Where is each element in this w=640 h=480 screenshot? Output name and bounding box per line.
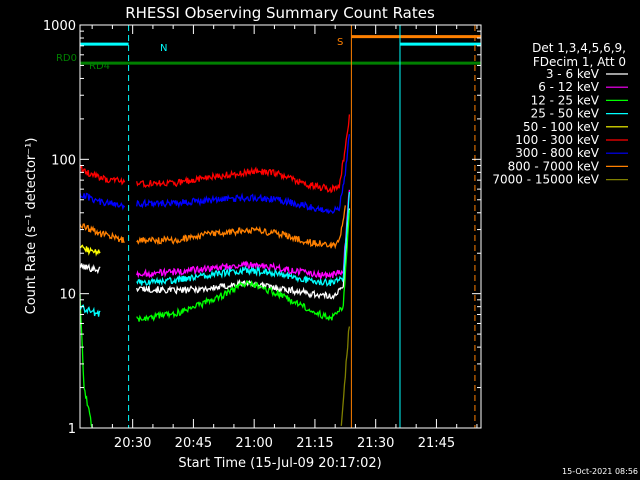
x-tick-label-21-00: 21:00 [235, 436, 272, 451]
legend-header-line: Det 1,3,4,5,6,9, [532, 41, 626, 55]
legend-label-7000-15000-kev: 7000 - 15000 keV [492, 173, 599, 187]
flag-bars [80, 35, 481, 65]
legend-label-12-25-kev: 12 - 25 keV [531, 93, 600, 107]
y-tick-label-10: 10 [59, 288, 76, 303]
legend-label-50-100-kev: 50 - 100 keV [523, 120, 600, 134]
y-tick-label-1000: 1000 [43, 19, 76, 34]
chart-title: RHESSI Observing Summary Count Rates [125, 4, 435, 22]
series-line-3-6-kev [79, 208, 351, 300]
series-line-7000-15000-kev [340, 326, 351, 426]
x-tick-label-20-30: 20:30 [114, 436, 151, 451]
legend-header-line: FDecim 1, Att 0 [533, 55, 626, 69]
series-line-6-12-kev [136, 189, 351, 281]
series-line-12-25-kev [79, 209, 351, 428]
y-tick-label-1: 1 [68, 422, 76, 437]
x-tick-label-21-30: 21:30 [357, 436, 394, 451]
annotation-s: S [337, 37, 343, 48]
y-axis-label: Count Rate (s⁻¹ detector⁻¹) [24, 138, 39, 315]
series-line-100-300-kev [79, 114, 351, 194]
series-layer [79, 114, 351, 428]
axis-ticks: 1 10 100 1000 20:30 20:45 21:00 21:15 21:30 21:45 [43, 19, 481, 451]
legend-label-300-800-kev: 300 - 800 keV [515, 146, 599, 160]
series-line-25-50-kev [79, 191, 351, 317]
legend-label-25-50-kev: 25 - 50 keV [531, 107, 600, 121]
timestamp-footer: 15-Oct-2021 08:56 [562, 467, 638, 476]
annotation-rd0: RD0 [56, 53, 77, 64]
annotation-n: N [160, 43, 167, 54]
legend-label-6-12-kev: 6 - 12 keV [538, 80, 600, 94]
x-tick-label-21-15: 21:15 [296, 436, 333, 451]
annotation-rd4: RD4 [89, 61, 110, 72]
legend: Det 1,3,4,5,6,9,FDecim 1, Att 03 - 6 keV… [492, 41, 628, 187]
x-axis-label: Start Time (15-Jul-09 20:17:02) [178, 456, 381, 471]
x-tick-label-21-45: 21:45 [418, 436, 455, 451]
legend-label-800-7000-kev: 800 - 7000 keV [508, 159, 600, 173]
x-tick-label-20-45: 20:45 [175, 436, 212, 451]
y-tick-label-100: 100 [51, 153, 76, 168]
series-line-50-100-kev [79, 244, 101, 257]
legend-label-3-6-kev: 3 - 6 keV [546, 67, 600, 81]
series-line-300-800-kev [79, 134, 351, 215]
plot-frame [79, 24, 482, 429]
series-line-800-7000-kev [79, 205, 346, 250]
legend-label-100-300-kev: 100 - 300 keV [515, 133, 599, 147]
